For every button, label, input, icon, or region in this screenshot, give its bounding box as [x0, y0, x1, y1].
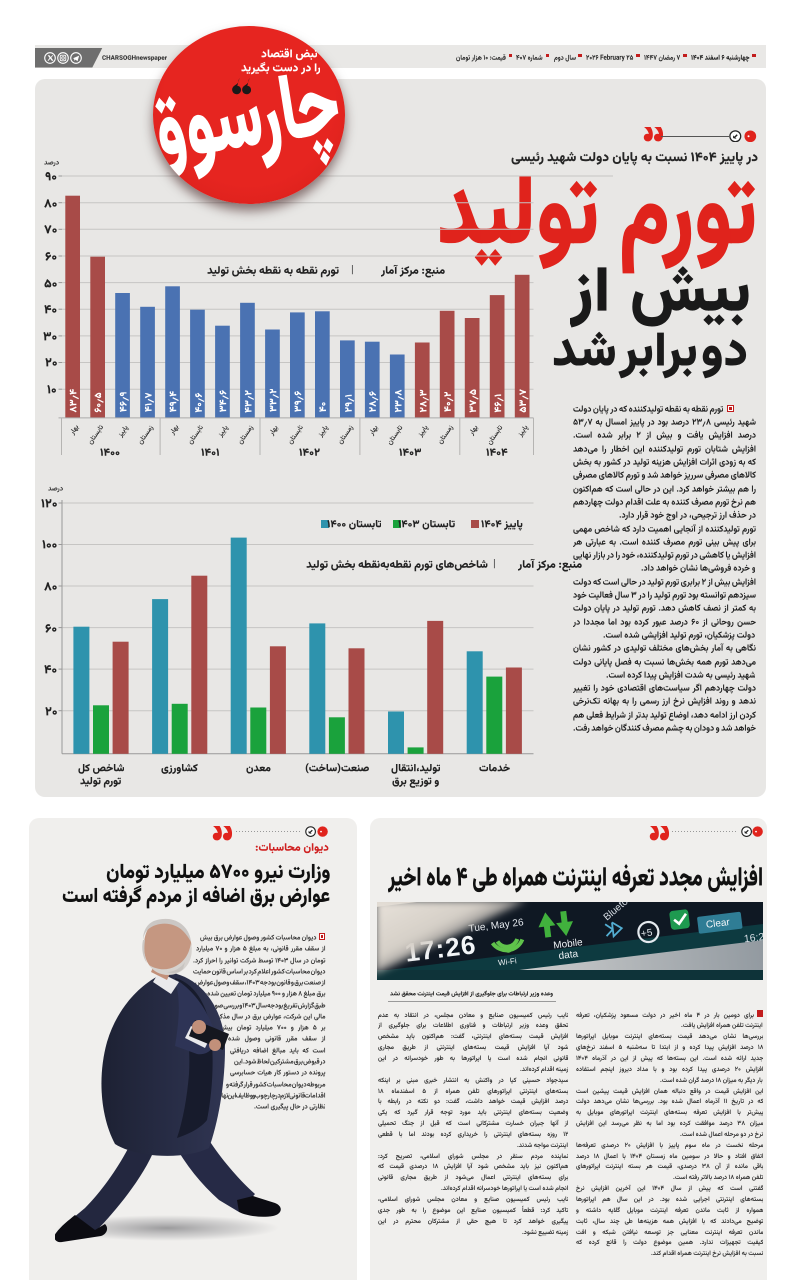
svg-text:Mobile: Mobile	[553, 937, 584, 952]
svg-text:data: data	[558, 949, 579, 962]
svg-text:+5: +5	[640, 928, 653, 940]
svg-text:Wi-Fi: Wi-Fi	[498, 956, 518, 967]
svg-text:Clear: Clear	[705, 917, 731, 931]
svg-text:16:2: 16:2	[743, 931, 763, 945]
